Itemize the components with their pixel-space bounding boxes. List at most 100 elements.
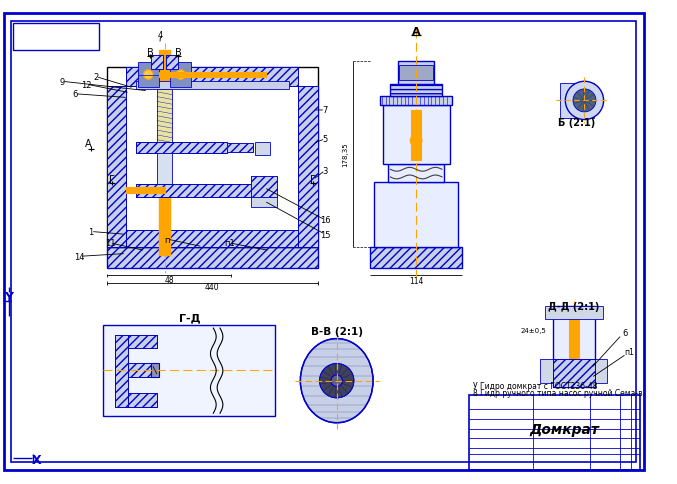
Bar [137,63,159,88]
Bar [115,335,128,407]
Text: 11: 11 [105,239,115,248]
Bar [545,306,603,320]
Bar [128,363,151,377]
Text: 6: 6 [72,90,77,99]
Bar [299,87,318,247]
Bar [104,326,276,416]
Bar [128,363,151,377]
Text: 2: 2 [93,73,98,82]
Text: В-В (2:1): В-В (2:1) [311,326,363,336]
Text: 48: 48 [165,275,174,284]
Bar [553,306,595,388]
Bar [540,359,553,383]
Text: 9: 9 [60,77,65,87]
Text: 178,35: 178,35 [343,142,349,167]
Bar [370,247,462,268]
Text: Y: Y [4,290,13,303]
Text: Г-Д: Г-Д [179,313,200,323]
Ellipse shape [301,339,373,423]
Text: 3: 3 [322,166,328,175]
Text: 14: 14 [74,252,85,261]
Text: 114: 114 [409,276,423,285]
Bar [151,363,159,377]
Bar [560,84,594,119]
Text: 24±0,5: 24±0,5 [521,327,546,333]
Text: В: В [147,47,154,58]
Text: 16: 16 [320,216,330,225]
Bar [374,182,458,247]
Bar [107,87,127,247]
Bar [157,154,172,184]
Text: А: А [412,27,420,36]
Bar [159,51,171,256]
Bar [299,87,318,247]
Bar [136,184,250,197]
Bar [167,56,178,70]
Bar [107,87,127,247]
Text: Г: Г [310,175,315,184]
Bar [370,247,462,268]
Bar [595,359,607,383]
Bar [115,335,128,407]
Bar [468,395,640,469]
Bar [250,197,278,207]
Circle shape [331,375,343,387]
Text: 8 Гидр ручного типа насос ручной Сема-в.: 8 Гидр ручного типа насос ручной Сема-в. [473,388,645,397]
Bar [171,63,192,88]
Bar [389,165,444,182]
Bar [250,177,278,197]
Bar [553,359,595,388]
Bar [107,68,318,247]
Bar [136,82,289,90]
Bar [136,142,227,154]
Text: X: X [32,453,41,466]
Bar [227,144,253,153]
Text: Г: Г [109,175,115,184]
Circle shape [320,363,354,398]
Bar [380,96,452,106]
Bar [127,68,299,87]
Bar [157,90,172,142]
Text: п1: п1 [624,348,634,357]
Text: Домкрат: Домкрат [529,423,599,437]
Bar [107,247,318,268]
Text: 4: 4 [158,31,163,40]
Bar [255,142,269,156]
Bar [553,359,595,388]
Bar [107,247,318,268]
Text: Б (2:1): Б (2:1) [559,118,596,128]
Text: 440: 440 [205,283,219,292]
Bar [151,56,162,70]
Text: 7: 7 [322,106,328,115]
Bar [399,66,433,81]
Bar [128,393,157,407]
Text: 15: 15 [320,230,330,239]
Bar [128,393,157,407]
Bar [151,56,162,70]
Bar [136,142,227,154]
Text: п1: п1 [224,239,235,248]
Text: 12: 12 [81,80,91,90]
Bar [390,85,442,96]
Bar [128,335,157,348]
Text: В: В [175,47,181,58]
Bar [136,184,250,197]
Text: 6: 6 [622,329,628,338]
Circle shape [144,71,153,80]
Text: 1: 1 [88,227,93,237]
Bar [159,73,266,78]
Bar [127,188,165,194]
Circle shape [573,90,596,113]
Text: 5: 5 [323,135,328,144]
Text: У Гидро домкрат с ГОСТ236-48: У Гидро домкрат с ГОСТ236-48 [473,381,597,390]
Bar [398,62,434,85]
Bar [127,230,299,247]
Text: А: А [85,139,91,149]
Bar [250,177,278,197]
Bar [569,311,579,359]
Bar [383,106,450,165]
Bar [227,144,253,153]
Bar [127,68,299,87]
Bar [128,335,157,348]
Bar [412,111,421,160]
